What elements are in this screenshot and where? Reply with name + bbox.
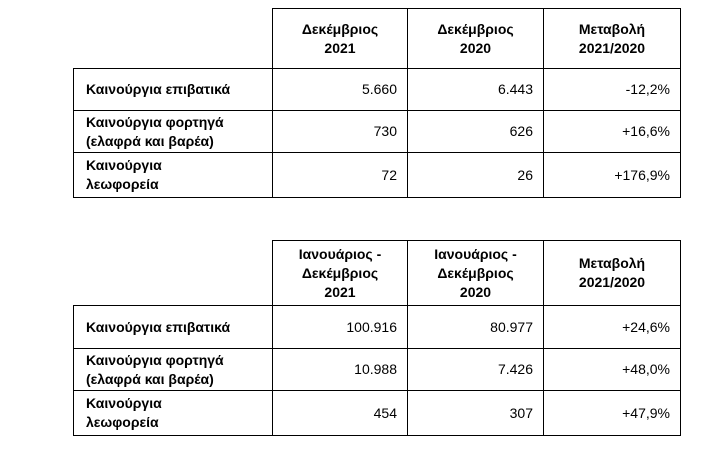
value-cell: 7.426 xyxy=(407,348,544,391)
row-label: Καινούργια λεωφορεία xyxy=(73,152,273,198)
value-cell: +48,0% xyxy=(543,348,681,391)
value-cell: +24,6% xyxy=(543,305,681,349)
value-cell: +16,6% xyxy=(543,110,681,153)
empty-cell xyxy=(73,8,273,69)
row-label: Καινούργια φορτηγά (ελαφρά και βαρέα) xyxy=(73,110,273,153)
value-cell: 6.443 xyxy=(407,68,544,111)
value-cell: 730 xyxy=(272,110,408,153)
table-row: Καινούργια επιβατικά 5.660 6.443 -12,2% xyxy=(73,68,681,111)
table-row: Καινούργια φορτηγά (ελαφρά και βαρέα) 730… xyxy=(73,110,681,153)
table-row: Καινούργια φορτηγά (ελαφρά και βαρέα) 10.… xyxy=(73,348,681,391)
value-cell: 626 xyxy=(407,110,544,153)
header-row: Δεκέμβριος 2021 Δεκέμβριος 2020 Μεταβολή 2… xyxy=(73,8,681,69)
row-label: Καινούργια επιβατικά xyxy=(73,68,273,111)
header-cell: Ιανουάριος - Δεκέμβριος 2020 xyxy=(407,240,544,306)
value-cell: -12,2% xyxy=(543,68,681,111)
table-row: Καινούργια επιβατικά 100.916 80.977 +24,6% xyxy=(73,305,681,349)
value-cell: 454 xyxy=(272,390,408,436)
value-cell: 307 xyxy=(407,390,544,436)
row-label: Καινούργια λεωφορεία xyxy=(73,390,273,436)
data-table: Ιανουάριος - Δεκέμβριος 2021 Ιανουάριος -… xyxy=(73,240,681,436)
row-label: Καινούργια φορτηγά (ελαφρά και βαρέα) xyxy=(73,348,273,391)
table-row: Καινούργια λεωφορεία 454 307 +47,9% xyxy=(73,390,681,436)
header-cell: Μεταβολή 2021/2020 xyxy=(543,8,681,69)
header-cell: Δεκέμβριος 2020 xyxy=(407,8,544,69)
row-label: Καινούργια επιβατικά xyxy=(73,305,273,349)
value-cell: 100.916 xyxy=(272,305,408,349)
header-row: Ιανουάριος - Δεκέμβριος 2021 Ιανουάριος -… xyxy=(73,240,681,306)
value-cell: 5.660 xyxy=(272,68,408,111)
value-cell: +47,9% xyxy=(543,390,681,436)
value-cell: 10.988 xyxy=(272,348,408,391)
value-cell: 80.977 xyxy=(407,305,544,349)
value-cell: 72 xyxy=(272,152,408,198)
data-table: Δεκέμβριος 2021 Δεκέμβριος 2020 Μεταβολή 2… xyxy=(73,8,681,198)
header-cell: Ιανουάριος - Δεκέμβριος 2021 xyxy=(272,240,408,306)
value-cell: 26 xyxy=(407,152,544,198)
value-cell: +176,9% xyxy=(543,152,681,198)
header-cell: Δεκέμβριος 2021 xyxy=(272,8,408,69)
empty-cell xyxy=(73,240,273,306)
table-row: Καινούργια λεωφορεία 72 26 +176,9% xyxy=(73,152,681,198)
header-cell: Μεταβολή 2021/2020 xyxy=(543,240,681,306)
